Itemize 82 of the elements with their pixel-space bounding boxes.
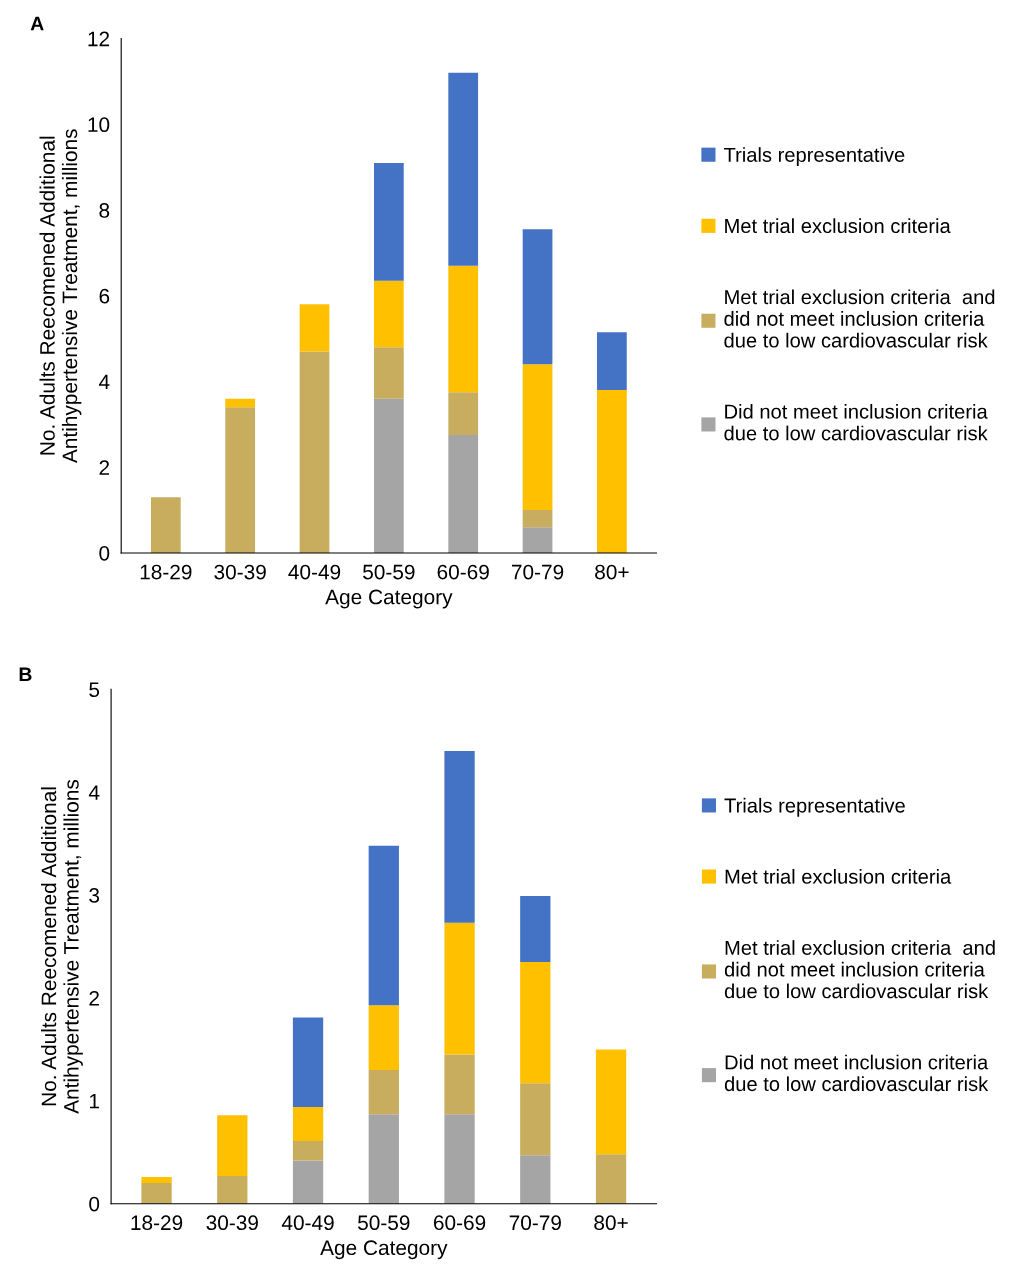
- chart-title: A: [30, 16, 44, 31]
- bar: [444, 922, 475, 1055]
- y-tick-label: 0: [89, 1196, 100, 1212]
- x-axis-title: Age Category: [320, 1240, 448, 1260]
- bar: [522, 510, 553, 528]
- bar: [444, 751, 475, 923]
- bar: [597, 332, 627, 391]
- y-tick-label: 4: [98, 374, 110, 390]
- bar: [225, 407, 256, 553]
- bar: [448, 72, 479, 266]
- x-axis-title: Age Category: [325, 589, 453, 609]
- legend-label: Met trial exclusion criteria and did not meet inclusion criteria due to low cardiovascular risk: [724, 940, 995, 999]
- bar: [520, 1083, 551, 1156]
- y-tick-label: 2: [89, 990, 99, 1006]
- x-tick-label: 60-69: [433, 1215, 486, 1231]
- bar: [595, 1154, 627, 1204]
- x-tick-label: 30-39: [214, 564, 266, 580]
- bar: [141, 1183, 172, 1204]
- bar: [373, 398, 404, 553]
- bar: [448, 435, 479, 553]
- x-tick-label: 30-39: [206, 1215, 258, 1231]
- x-tick-label: 70-79: [509, 1215, 561, 1231]
- bar: [373, 280, 404, 348]
- legend-label: Met trial exclusion criteria: [725, 869, 952, 884]
- bar: [217, 1175, 248, 1204]
- x-tick-label: 40-49: [281, 1215, 334, 1231]
- bar: [522, 527, 553, 553]
- y-tick-label: 10: [88, 117, 110, 133]
- legend-label: Did not meet inclusion criteria due to low cardiovascular risk: [724, 1054, 989, 1092]
- x-tick-label: 50-59: [357, 1215, 410, 1231]
- x-tick-label: 80+: [594, 1215, 628, 1231]
- y-tick-label: 3: [89, 888, 100, 903]
- y-axis-title: No. Adults Reecomened Additional Antihypertensive Treatment, millions: [39, 129, 82, 464]
- bar: [292, 1140, 324, 1161]
- x-tick-label: 70-79: [511, 564, 564, 580]
- y-tick-label: 8: [99, 203, 110, 218]
- y-tick-label: 2: [99, 460, 110, 475]
- bar: [522, 364, 553, 511]
- bar: [292, 1017, 324, 1107]
- bar: [520, 1155, 551, 1204]
- legend-label: Trials representative: [724, 797, 905, 817]
- x-tick-label: 50-59: [363, 564, 415, 580]
- bar: [448, 392, 479, 436]
- x-tick-label: 40-49: [288, 564, 341, 580]
- bar: [595, 1049, 627, 1155]
- bar: [368, 1114, 399, 1204]
- y-tick-label: 12: [88, 31, 110, 47]
- bar: [368, 1069, 399, 1115]
- bar: [520, 961, 551, 1084]
- bar: [522, 229, 553, 365]
- y-tick-label: 6: [99, 288, 110, 304]
- bar: [217, 1115, 248, 1176]
- bar: [520, 896, 551, 962]
- bar: [225, 398, 256, 408]
- bar: [141, 1176, 172, 1184]
- legend-label: Met trial exclusion criteria and did not meet inclusion criteria due to low cardiovascular risk: [724, 289, 995, 348]
- bar: [373, 162, 404, 281]
- bar: [368, 1005, 399, 1070]
- x-tick-label: 80+: [595, 564, 629, 580]
- y-axis-title: No. Adults Reecomened Additional Antihypertensive Treatment, millions: [40, 779, 83, 1114]
- y-tick-label: 1: [89, 1094, 99, 1109]
- legend-label: Met trial exclusion criteria: [725, 218, 951, 234]
- x-tick-label: 18-29: [140, 564, 192, 580]
- bar: [299, 304, 330, 352]
- y-tick-label: 5: [89, 682, 100, 698]
- bar: [444, 1114, 475, 1204]
- x-tick-label: 18-29: [131, 1215, 183, 1231]
- y-tick-label: 4: [88, 785, 100, 800]
- y-tick-label: 0: [99, 545, 110, 561]
- legend-label: Trials representative: [724, 147, 905, 166]
- bar: [292, 1160, 324, 1204]
- x-tick-label: 60-69: [437, 564, 489, 580]
- bar: [448, 265, 479, 393]
- bar: [150, 497, 181, 553]
- bar: [373, 347, 404, 399]
- bar: [299, 351, 330, 553]
- bar: [597, 390, 627, 553]
- bar: [368, 845, 399, 1006]
- legend-label: Did not meet inclusion criteria due to low cardiovascular risk: [724, 403, 988, 441]
- bar: [444, 1054, 475, 1115]
- chart-title: B: [19, 667, 32, 681]
- bar: [292, 1106, 324, 1141]
